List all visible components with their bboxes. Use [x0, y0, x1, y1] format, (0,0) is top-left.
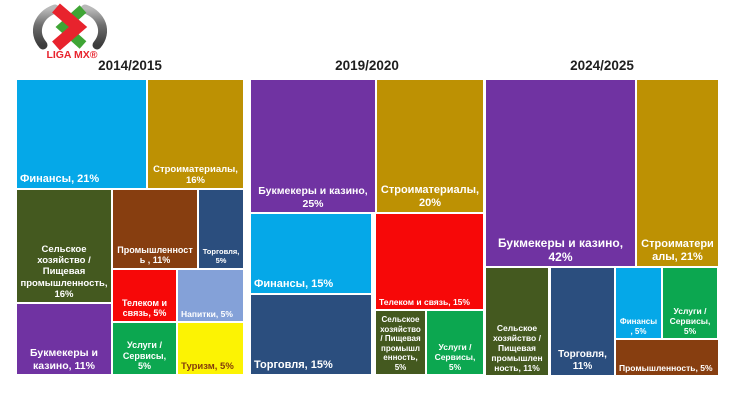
treemap-cell: Телеком и связь, 5% [113, 270, 176, 321]
treemap-cell-label: Телеком и связь, 5% [121, 297, 168, 319]
treemap-cell-label: Торговля, 5% [202, 247, 240, 266]
treemap-cell-label: Услуги / Сервисы, 5% [434, 341, 476, 372]
treemap-cell-label: Телеком и связь, 15% [379, 296, 470, 307]
treemap-cell-label: Промышленность , 11% [117, 244, 193, 266]
treemap-cell: Торговля, 5% [199, 190, 243, 268]
treemap-2014-2015: Финансы, 21% Строиматериалы, 16% Сельское … [17, 80, 243, 374]
treemap-cell: Сельское хозяйство / Пищевая промышленно… [17, 190, 111, 302]
treemap-cell: Финансы, 5% [616, 268, 661, 338]
treemap-cell-label: Букмекеры и казино, 42% [497, 235, 624, 264]
treemap-cell-label: Сельское хозяйство / Пищевая промышленно… [20, 243, 108, 300]
treemap-cell-label: Туризм, 5% [181, 360, 234, 372]
logo-wordmark: LIGA MX® [46, 49, 97, 60]
treemap-cell: Строиматериалы, 21% [637, 80, 718, 266]
treemap-cell-label: Букмекеры и казино, 11% [30, 347, 98, 372]
treemap-cell-label: Строиматериалы, 20% [380, 184, 480, 210]
treemap-cell: Промышленность, 5% [616, 340, 718, 375]
treemap-cell: Услуги / Сервисы, 5% [663, 268, 717, 338]
treemap-cell: Строиматериалы, 16% [148, 80, 243, 188]
treemap-2024-2025: Букмекеры и казино, 42% Строиматериалы, 2… [486, 80, 718, 375]
treemap-cell: Сельское хозяйство / Пищевая промышленно… [376, 311, 425, 374]
treemap-cell-label: Услуги / Сервисы, 5% [122, 340, 167, 372]
treemap-cell-label: Услуги / Сервисы, 5% [669, 305, 711, 336]
treemap-cell: Телеком и связь, 15% [376, 214, 483, 309]
treemap-title-2014-2015: 2014/2015 [98, 58, 162, 73]
treemap-cell-label: Сельское хозяйство / Пищевая промышленно… [380, 315, 421, 372]
treemap-cell: Торговля, 11% [551, 268, 614, 375]
treemap-cell-label: Сельское хозяйство / Пищевая промышленно… [491, 322, 543, 373]
liga-mx-logo-icon: LIGA MX® [32, 3, 108, 61]
treemap-cell-label: Торговля, 15% [254, 359, 333, 372]
treemap-cell: Сельское хозяйство / Пищевая промышленно… [486, 268, 548, 375]
treemap-cell: Букмекеры и казино, 11% [17, 304, 111, 374]
treemap-2019-2020: Букмекеры и казино, 25% Строиматериалы, 2… [251, 80, 483, 374]
liga-mx-logo: LIGA MX® [22, 2, 122, 61]
treemap-cell-label: Финансы, 15% [254, 278, 334, 291]
treemap-cell-label: Торговля, 11% [558, 349, 607, 373]
treemap-cell-label: Финансы, 5% [619, 317, 658, 336]
treemap-cell: Строиматериалы, 20% [377, 80, 483, 212]
treemap-cell: Услуги / Сервисы, 5% [113, 323, 176, 374]
treemap-cell: Букмекеры и казино, 42% [486, 80, 635, 266]
treemap-cell: Букмекеры и казино, 25% [251, 80, 375, 212]
treemap-cell-label: Финансы, 21% [20, 173, 100, 186]
treemap-cell-label: Промышленность, 5% [619, 362, 713, 373]
treemap-cell: Финансы, 15% [251, 214, 371, 293]
treemap-cell: Торговля, 15% [251, 295, 371, 374]
treemap-title-2024-2025: 2024/2025 [570, 58, 634, 73]
treemap-cell: Услуги / Сервисы, 5% [427, 311, 483, 374]
treemap-cell: Напитки, 5% [178, 270, 243, 321]
treemap-cell: Промышленность , 11% [113, 190, 197, 268]
treemap-cell: Туризм, 5% [178, 323, 243, 374]
treemap-cell-label: Строиматериалы, 21% [641, 238, 714, 264]
treemap-cell-label: Букмекеры и казино, 25% [258, 185, 368, 210]
treemap-cell-label: Напитки, 5% [181, 308, 233, 319]
treemap-cell: Финансы, 21% [17, 80, 146, 188]
treemap-title-2019-2020: 2019/2020 [335, 58, 399, 73]
treemap-cell-label: Строиматериалы, 16% [153, 163, 238, 186]
